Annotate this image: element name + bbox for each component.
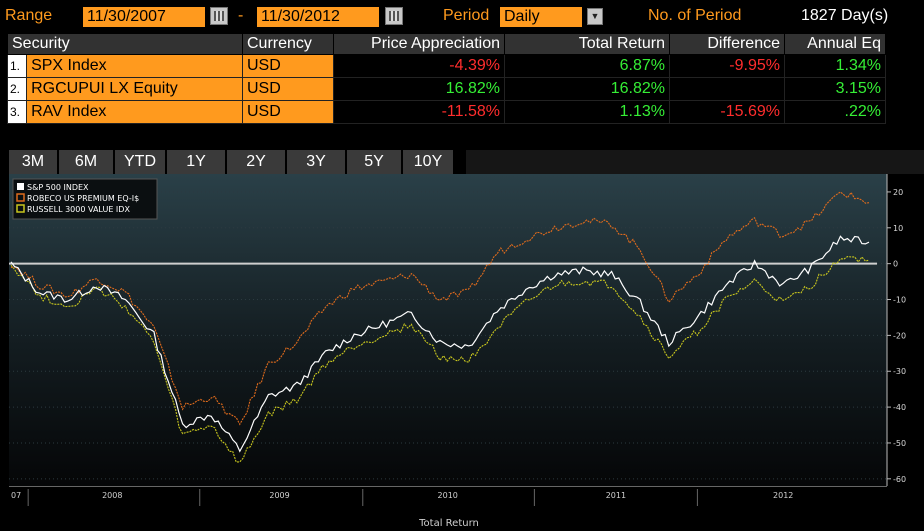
table-header-row: Security Currency Price Appreciation Tot… <box>7 33 886 55</box>
table-row[interactable]: 1. SPX Index USD -4.39% 6.87% -9.95% 1.3… <box>6 54 886 78</box>
y-tick-label: 10 <box>893 224 903 233</box>
num-period-label: No. of Period <box>648 7 742 24</box>
header-currency[interactable]: Currency <box>242 33 334 55</box>
x-tick-label: 2009 <box>269 491 289 500</box>
row-index: 1. <box>6 54 28 78</box>
annual-eq-cell: .22% <box>784 100 886 124</box>
total-return-cell: 6.87% <box>504 54 670 78</box>
x-tick-label: 2008 <box>102 491 122 500</box>
tab-1y[interactable]: 1Y <box>167 150 225 174</box>
num-period-value: 1827 Day(s) <box>801 7 889 24</box>
header-difference[interactable]: Difference <box>669 33 785 55</box>
currency-cell[interactable]: USD <box>242 54 334 78</box>
tab-ytd[interactable]: YTD <box>115 150 165 174</box>
security-name[interactable]: RAV Index <box>26 100 243 124</box>
currency-cell[interactable]: USD <box>242 100 334 124</box>
series-line-spx <box>10 235 870 453</box>
tab-3y[interactable]: 3Y <box>287 150 345 174</box>
legend-label-spx: S&P 500 INDEX <box>27 183 89 192</box>
annual-eq-cell: 3.15% <box>784 77 886 101</box>
securities-table: Security Currency Price Appreciation Tot… <box>6 33 886 124</box>
currency-cell[interactable]: USD <box>242 77 334 101</box>
start-date-field[interactable]: 11/30/2007 <box>83 7 205 27</box>
header-total-return[interactable]: Total Return <box>504 33 670 55</box>
price-appreciation-cell: 16.82% <box>333 77 505 101</box>
y-tick-label: -30 <box>893 367 906 376</box>
difference-cell: -9.95% <box>669 54 785 78</box>
total-return-cell: 1.13% <box>504 100 670 124</box>
header-price-appreciation[interactable]: Price Appreciation <box>333 33 505 55</box>
y-tick-label: -20 <box>893 331 906 340</box>
y-tick-label: -40 <box>893 403 906 412</box>
period-label: Period <box>443 7 490 24</box>
header-annual-eq[interactable]: Annual Eq <box>784 33 886 55</box>
period-select[interactable]: Daily <box>500 7 582 27</box>
legend-box <box>12 178 158 220</box>
date-dash: - <box>238 7 244 24</box>
legend-swatch-russell <box>16 204 25 213</box>
x-tick-label: 2012 <box>773 491 793 500</box>
tab-bar-filler <box>466 150 924 174</box>
y-tick-label: -50 <box>893 439 906 448</box>
x-tick-label: 2010 <box>438 491 458 500</box>
y-tick-label: 0 <box>893 260 898 269</box>
y-tick-label: 20 <box>893 188 903 197</box>
difference-cell <box>669 77 785 101</box>
range-label: Range <box>5 7 53 24</box>
legend-swatch-spx <box>17 183 24 190</box>
period-tabs: 3M 6M YTD 1Y 2Y 3Y 5Y 10Y <box>9 150 455 174</box>
price-appreciation-cell: -11.58% <box>333 100 505 124</box>
row-index: 2. <box>6 77 28 101</box>
legend-label-russell: RUSSELL 3000 VALUE IDX <box>27 205 130 214</box>
legend-label-robeco: ROBECO US PREMIUM EQ-I$ <box>27 194 139 203</box>
tab-3m[interactable]: 3M <box>9 150 57 174</box>
difference-cell: -15.69% <box>669 100 785 124</box>
price-appreciation-cell: -4.39% <box>333 54 505 78</box>
table-row[interactable]: 3. RAV Index USD -11.58% 1.13% -15.69% .… <box>6 100 886 124</box>
chart-legend[interactable]: S&P 500 INDEX ROBECO US PREMIUM EQ-I$ RU… <box>12 178 158 220</box>
table-row[interactable]: 2. RGCUPUI LX Equity USD 16.82% 16.82% 3… <box>6 77 886 101</box>
tab-6m[interactable]: 6M <box>59 150 113 174</box>
x-axis-label: Total Return <box>418 518 479 529</box>
row-index: 3. <box>6 100 28 124</box>
header-security[interactable]: Security <box>7 33 243 55</box>
total-return-cell: 16.82% <box>504 77 670 101</box>
x-tick-label: 2011 <box>606 491 626 500</box>
end-calendar-icon[interactable] <box>385 7 403 25</box>
tab-5y[interactable]: 5Y <box>347 150 401 174</box>
y-tick-label: -10 <box>893 296 906 305</box>
security-name[interactable]: RGCUPUI LX Equity <box>26 77 243 101</box>
tab-10y[interactable]: 10Y <box>403 150 453 174</box>
start-calendar-icon[interactable] <box>210 7 228 25</box>
x-tick-label: 07 <box>11 491 21 500</box>
legend-swatch-robeco <box>16 193 25 202</box>
chevron-down-icon[interactable]: ▼ <box>587 8 603 25</box>
tab-2y[interactable]: 2Y <box>227 150 285 174</box>
y-tick-label: -60 <box>893 475 906 484</box>
end-date-field[interactable]: 11/30/2012 <box>257 7 379 27</box>
annual-eq-cell: 1.34% <box>784 54 886 78</box>
security-name[interactable]: SPX Index <box>26 54 243 78</box>
